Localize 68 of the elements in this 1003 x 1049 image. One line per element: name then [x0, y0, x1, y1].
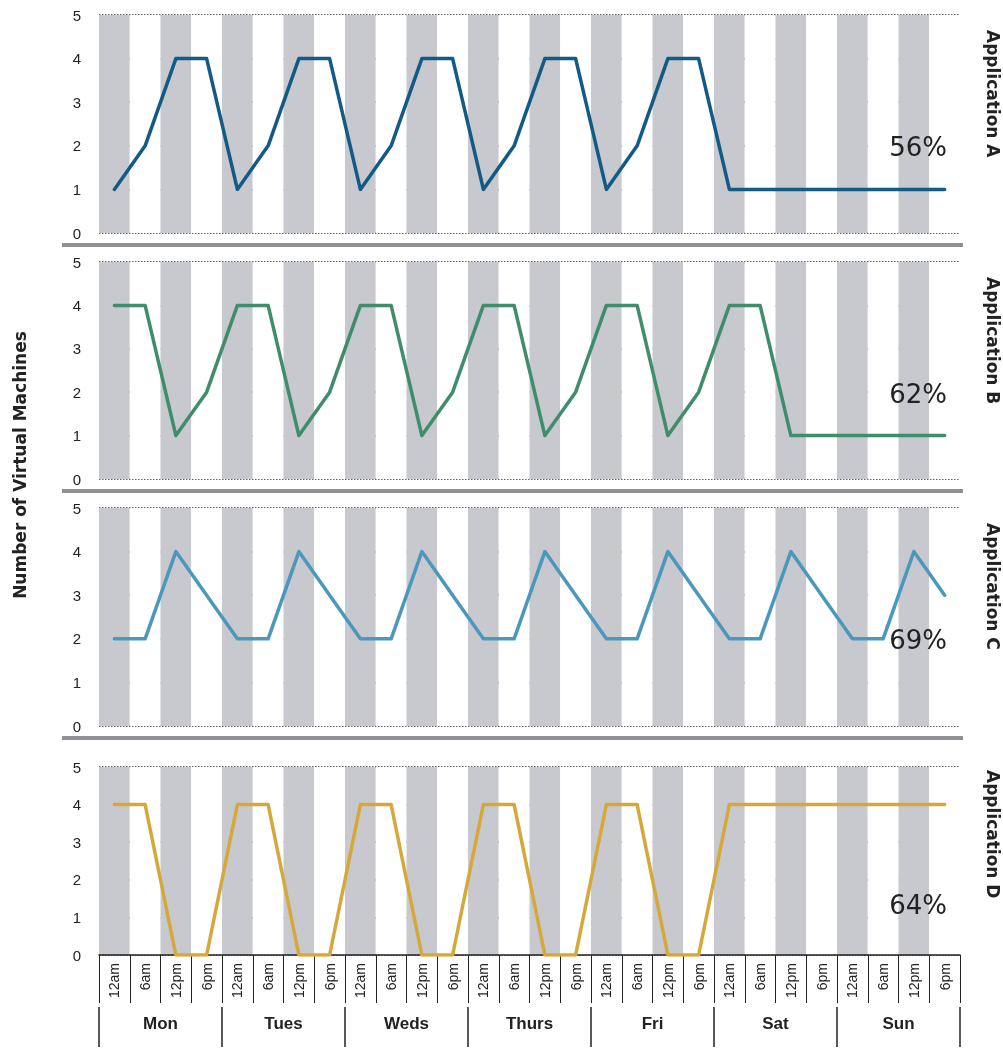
x-tick-label: 6pm [936, 963, 953, 991]
text: Fri [641, 1014, 664, 1033]
x-tick-label: 12am [352, 963, 369, 999]
x-tick-label: 6am [629, 963, 646, 991]
text: Sat [762, 1014, 790, 1033]
x-tick-label: 6am [875, 963, 892, 991]
x-tick-label: 6am [506, 963, 523, 991]
y-tick-label: 3 [72, 833, 81, 851]
y-tick-label: 3 [72, 586, 81, 604]
y-tick-label: 0 [72, 470, 81, 488]
text: Application D [982, 770, 1003, 899]
y-tick-label: 3 [72, 93, 81, 111]
y-tick-label: 5 [72, 6, 81, 24]
y-tick-label: 2 [72, 871, 81, 889]
y-tick-label: 1 [72, 908, 81, 926]
y-tick-label: 5 [72, 253, 81, 271]
x-tick-label: 12pm [167, 963, 184, 999]
x-tick-label: 6am [137, 963, 154, 991]
annotation: 64% [889, 890, 948, 920]
y-tick-label: 0 [72, 224, 81, 242]
y-tick-label: 0 [72, 946, 81, 964]
y-tick-label: 2 [72, 383, 81, 401]
text: Tues [264, 1014, 303, 1033]
y-tick-label: 4 [72, 50, 81, 68]
x-tick-label: 12pm [659, 963, 676, 999]
y-tick-label: 1 [72, 673, 81, 691]
x-tick-label: 6pm [567, 963, 584, 991]
x-tick-label: 12pm [413, 963, 430, 999]
text: Thurs [505, 1014, 554, 1033]
y-axis-title: Number of Virtual Machines [10, 330, 30, 601]
y-tick-label: 3 [72, 340, 81, 358]
annotation: 62% [889, 379, 948, 409]
x-tick-label: 12pm [905, 963, 922, 999]
text: Mon [143, 1014, 178, 1033]
y-tick-label: 5 [72, 758, 81, 776]
y-tick-label: 5 [72, 499, 81, 517]
annotation: 69% [889, 625, 948, 655]
x-tick-label: 6am [260, 963, 277, 991]
x-tick-label: 12am [106, 963, 123, 999]
x-tick-label: 12am [598, 963, 615, 999]
text: Application C [982, 523, 1003, 650]
text: Application A [982, 30, 1003, 159]
x-tick-label: 12am [844, 963, 861, 999]
y-tick-label: 1 [72, 180, 81, 198]
y-tick-label: 0 [72, 717, 81, 735]
x-tick-label: 6pm [321, 963, 338, 991]
x-tick-label: 12am [721, 963, 738, 999]
annotation: 56% [889, 132, 948, 162]
x-tick-label: 6pm [444, 963, 461, 991]
x-tick-label: 12am [229, 963, 246, 999]
x-tick-label: 12pm [782, 963, 799, 999]
x-tick-label: 6am [752, 963, 769, 991]
x-tick-label: 6am [383, 963, 400, 991]
x-tick-label: 12am [475, 963, 492, 999]
y-tick-label: 2 [72, 137, 81, 155]
x-tick-label: 6pm [813, 963, 830, 991]
x-tick-label: 6pm [690, 963, 707, 991]
x-tick-label: 6pm [198, 963, 215, 991]
y-tick-label: 4 [72, 796, 81, 814]
text: Sun [882, 1014, 915, 1033]
y-tick-label: 4 [72, 543, 81, 561]
text: Application B [982, 277, 1003, 405]
x-tick-label: 12pm [290, 963, 307, 999]
y-tick-label: 4 [72, 296, 81, 314]
text: Weds [383, 1014, 430, 1033]
y-tick-label: 2 [72, 630, 81, 648]
x-tick-label: 12pm [536, 963, 553, 999]
y-tick-label: 1 [72, 427, 81, 445]
